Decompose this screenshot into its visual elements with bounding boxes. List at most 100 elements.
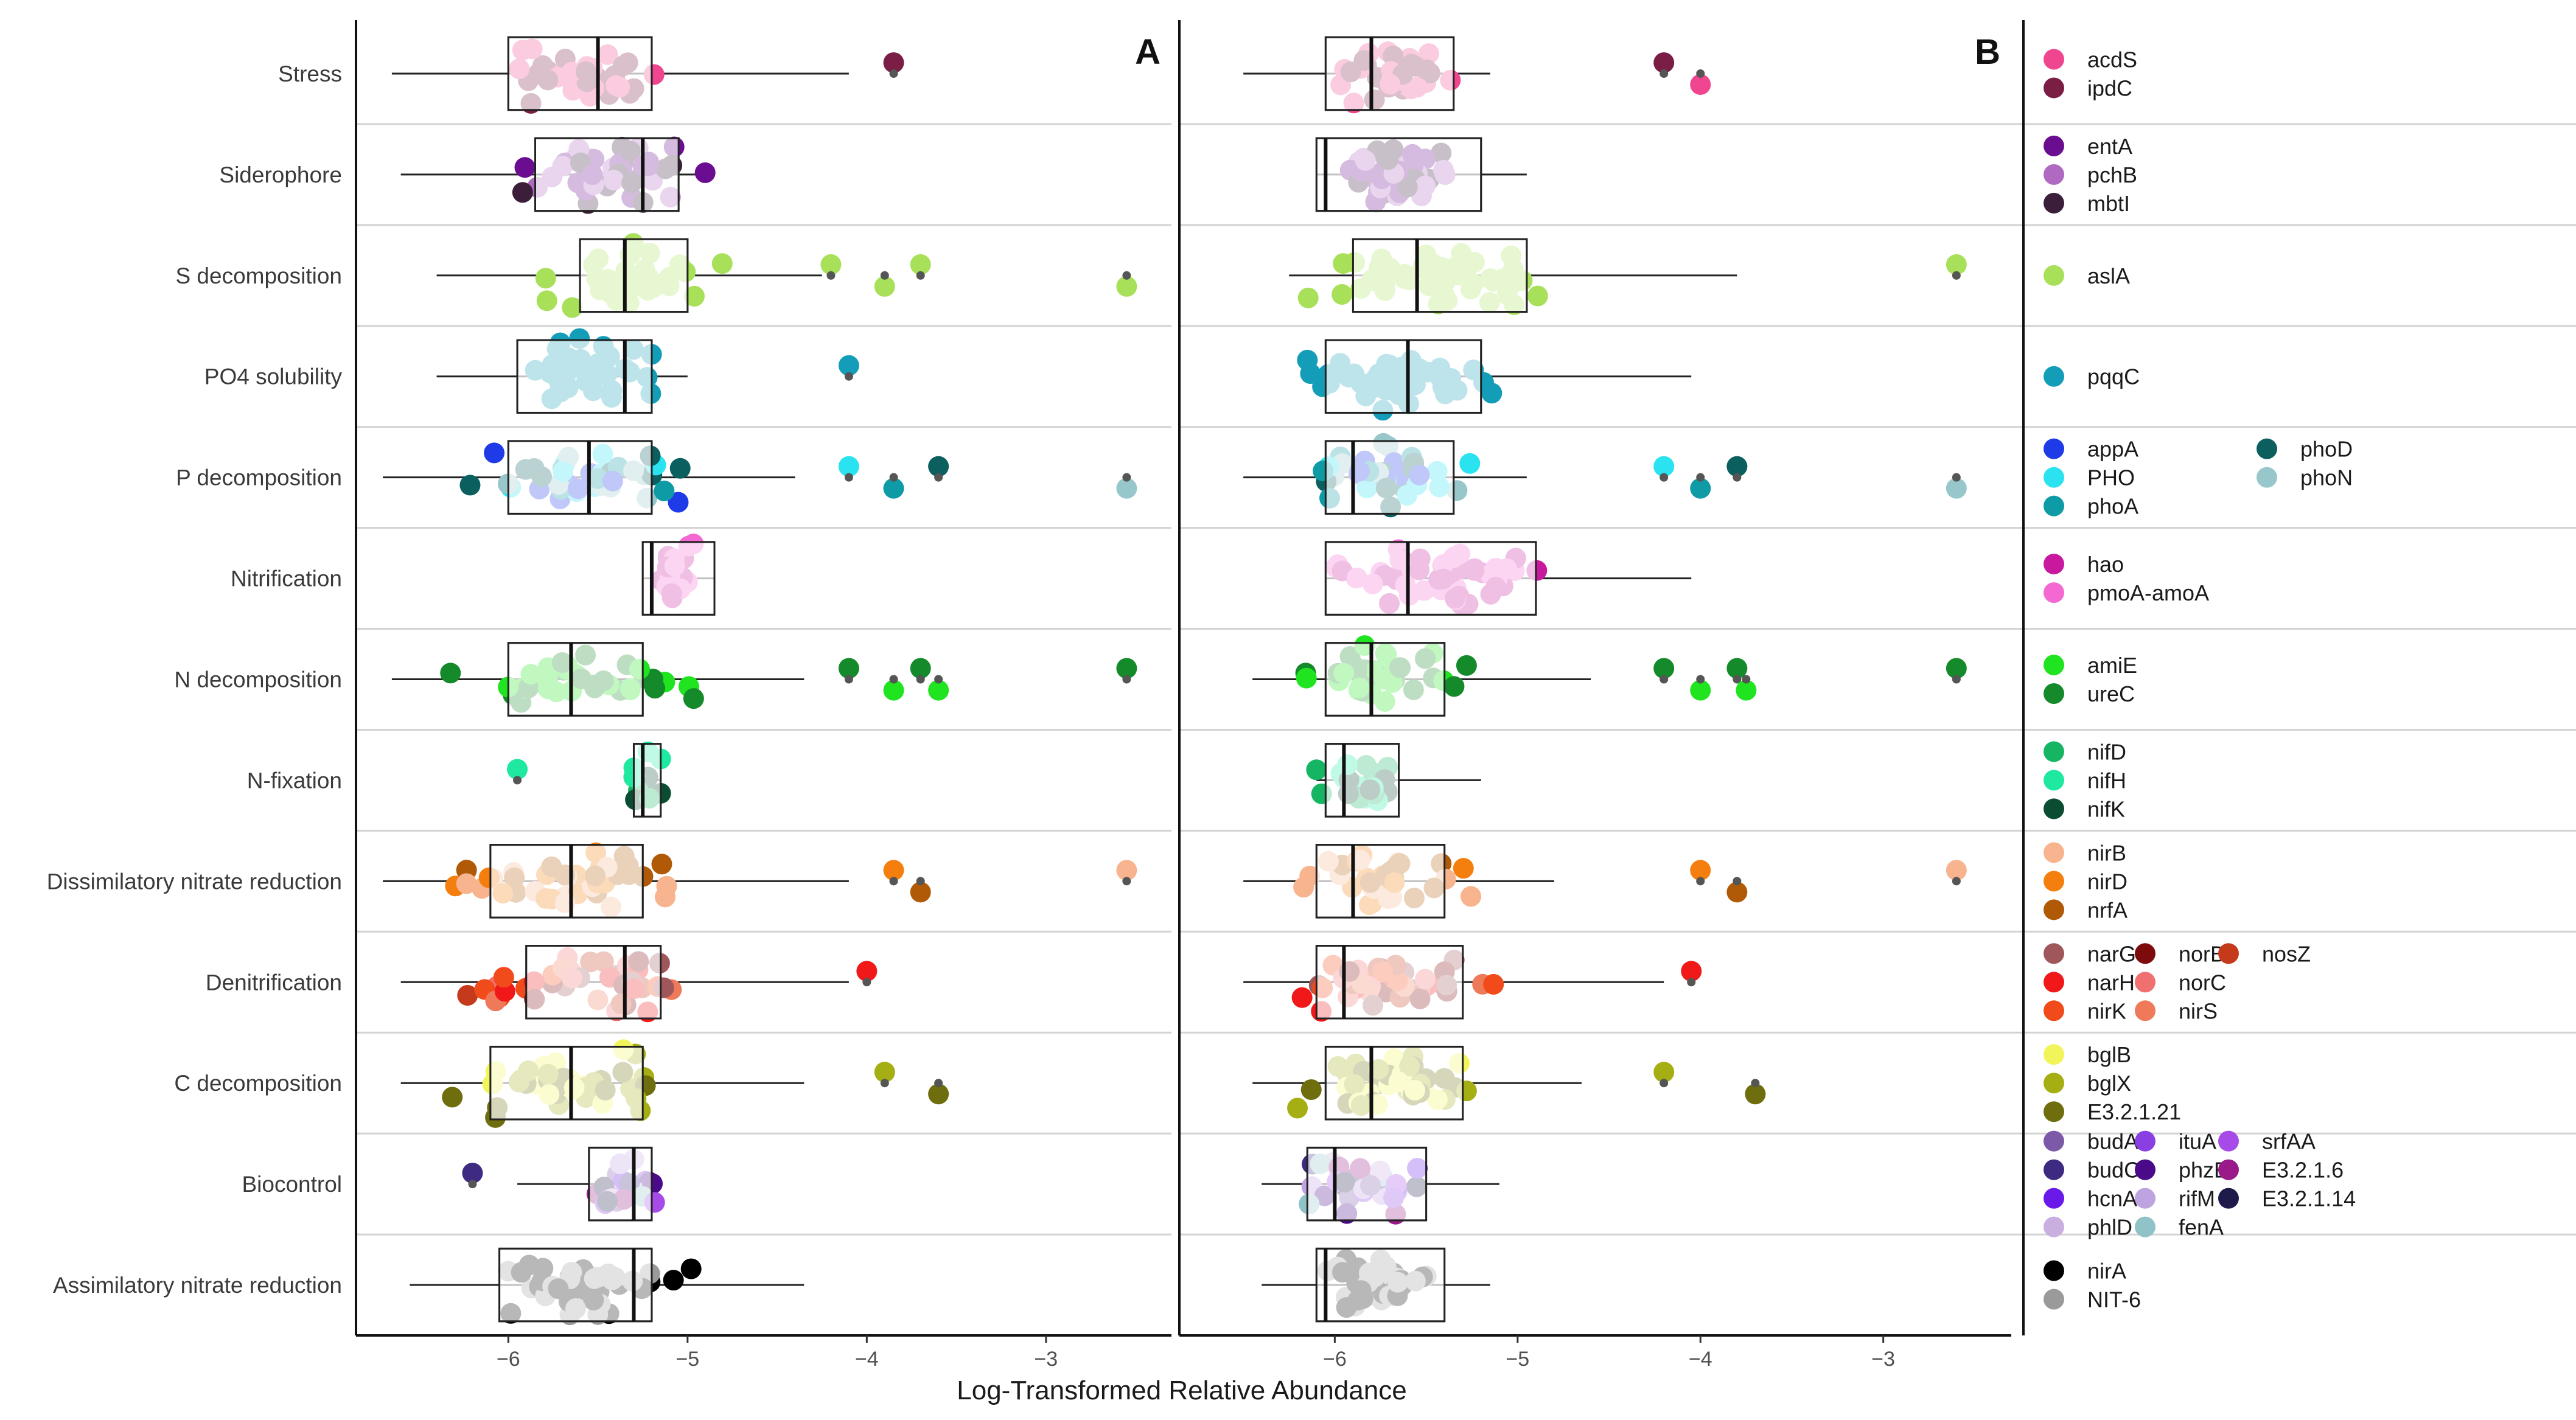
outlier-point bbox=[883, 680, 904, 701]
legend-item: NIT-6 bbox=[2044, 1287, 2141, 1312]
legend-item: nirA bbox=[2044, 1259, 2126, 1284]
legend-swatch bbox=[2218, 1130, 2239, 1152]
legend-label: nirD bbox=[2087, 869, 2127, 894]
legend-swatch bbox=[2044, 770, 2064, 791]
legend-swatch bbox=[2044, 1188, 2064, 1209]
box-fill bbox=[1315, 137, 1482, 212]
data-point bbox=[694, 162, 716, 183]
outlier-point bbox=[1745, 1084, 1766, 1105]
outlier-point bbox=[1681, 961, 1702, 982]
outlier-point bbox=[928, 456, 949, 477]
legend-label: nirA bbox=[2087, 1259, 2126, 1284]
outlier-point bbox=[1690, 860, 1711, 881]
outlier-point bbox=[883, 860, 904, 881]
outlier-point bbox=[1653, 1062, 1675, 1083]
legend-label: budC bbox=[2087, 1158, 2140, 1183]
legend-swatch bbox=[2135, 943, 2155, 964]
legend-swatch bbox=[2044, 741, 2064, 762]
data-point bbox=[656, 875, 677, 897]
box-fill bbox=[1315, 1247, 1446, 1323]
data-point bbox=[1453, 858, 1474, 879]
category-label: P decomposition bbox=[176, 465, 342, 490]
outlier-marker bbox=[916, 675, 925, 684]
outlier-point bbox=[1690, 74, 1711, 95]
legend-swatch bbox=[2044, 1260, 2064, 1281]
legend-item: E3.2.1.6 bbox=[2218, 1158, 2344, 1183]
legend-label: E3.2.1.14 bbox=[2262, 1186, 2356, 1211]
legend-item: bglX bbox=[2044, 1071, 2131, 1096]
legend-swatch bbox=[2044, 265, 2064, 286]
legend-swatch bbox=[2218, 1159, 2239, 1180]
outlier-point bbox=[910, 658, 931, 679]
legend-item: budA bbox=[2044, 1129, 2138, 1154]
legend-item: phzE bbox=[2135, 1158, 2229, 1183]
box-fill bbox=[498, 1247, 653, 1323]
category-label: C decomposition bbox=[174, 1071, 342, 1096]
legend-swatch bbox=[2218, 1188, 2239, 1209]
legend-label: norB bbox=[2179, 941, 2225, 966]
outlier-marker bbox=[1660, 69, 1669, 78]
legend-label: fenA bbox=[2179, 1215, 2224, 1240]
outlier-point bbox=[1726, 658, 1748, 679]
legend-item: norC bbox=[2135, 970, 2226, 995]
box-fill bbox=[1315, 844, 1446, 919]
data-point bbox=[663, 1270, 684, 1291]
category-label: Assimilatory nitrate reduction bbox=[53, 1273, 342, 1298]
outlier-point bbox=[928, 1084, 949, 1105]
legend-label: ituA bbox=[2179, 1129, 2216, 1154]
outlier-point bbox=[507, 759, 528, 780]
legend-swatch bbox=[2044, 1289, 2064, 1310]
panel-label: B bbox=[1975, 32, 2000, 72]
data-point bbox=[1297, 287, 1319, 308]
data-point bbox=[459, 475, 481, 496]
legend-item: narG bbox=[2044, 941, 2136, 966]
legend-swatch bbox=[2044, 49, 2064, 70]
outlier-point bbox=[838, 456, 859, 477]
outlier-point bbox=[1116, 478, 1137, 499]
outlier-marker bbox=[1122, 675, 1131, 684]
outlier-marker bbox=[1660, 1079, 1669, 1088]
category-label: Dissimilatory nitrate reduction bbox=[47, 869, 342, 894]
data-point bbox=[514, 157, 536, 178]
legend-swatch bbox=[2044, 798, 2064, 820]
outlier-marker bbox=[934, 473, 943, 482]
data-point bbox=[456, 873, 477, 894]
outlier-marker bbox=[1733, 675, 1742, 684]
legend-item: E3.2.1.14 bbox=[2218, 1186, 2356, 1211]
legend-item: norB bbox=[2135, 941, 2225, 966]
legend-swatch bbox=[2044, 135, 2064, 156]
outlier-marker bbox=[844, 675, 853, 684]
category-label: Nitrification bbox=[231, 566, 342, 591]
data-point bbox=[1459, 453, 1481, 474]
outlier-point bbox=[462, 1163, 483, 1184]
legend-item: nirD bbox=[2044, 869, 2127, 894]
category-label: Stress bbox=[278, 61, 342, 86]
panel-label: A bbox=[1135, 32, 1161, 72]
outlier-marker bbox=[1751, 1079, 1760, 1088]
outlier-marker bbox=[1696, 877, 1705, 886]
legend-item: nifH bbox=[2044, 768, 2126, 793]
outlier-marker bbox=[880, 1079, 889, 1088]
legend-swatch bbox=[2044, 438, 2064, 459]
data-point bbox=[654, 480, 675, 501]
legend-item: E3.2.1.21 bbox=[2044, 1099, 2181, 1124]
legend-swatch bbox=[2044, 842, 2064, 863]
panel-a: −6 −5 −4 −3 A bbox=[355, 20, 1171, 1371]
legend-label: acdS bbox=[2087, 47, 2137, 72]
box-fill bbox=[516, 339, 653, 414]
data-point bbox=[493, 967, 514, 988]
x-axis-title: Log-Transformed Relative Abundance bbox=[957, 1376, 1406, 1405]
data-point bbox=[1306, 759, 1327, 781]
legend-label: ipdC bbox=[2087, 75, 2132, 100]
legend-swatch bbox=[2044, 1216, 2064, 1237]
outlier-point bbox=[1726, 882, 1748, 903]
legend-label: E3.2.1.6 bbox=[2262, 1158, 2344, 1183]
legend-swatch bbox=[2044, 164, 2064, 185]
legend-item: nirS bbox=[2135, 998, 2218, 1023]
legend-item: pqqC bbox=[2044, 364, 2140, 389]
legend-swatch bbox=[2135, 1000, 2155, 1021]
outlier-marker bbox=[1696, 473, 1705, 482]
x-tick-label: −4 bbox=[855, 1348, 879, 1371]
legend-label: narH bbox=[2087, 970, 2135, 995]
